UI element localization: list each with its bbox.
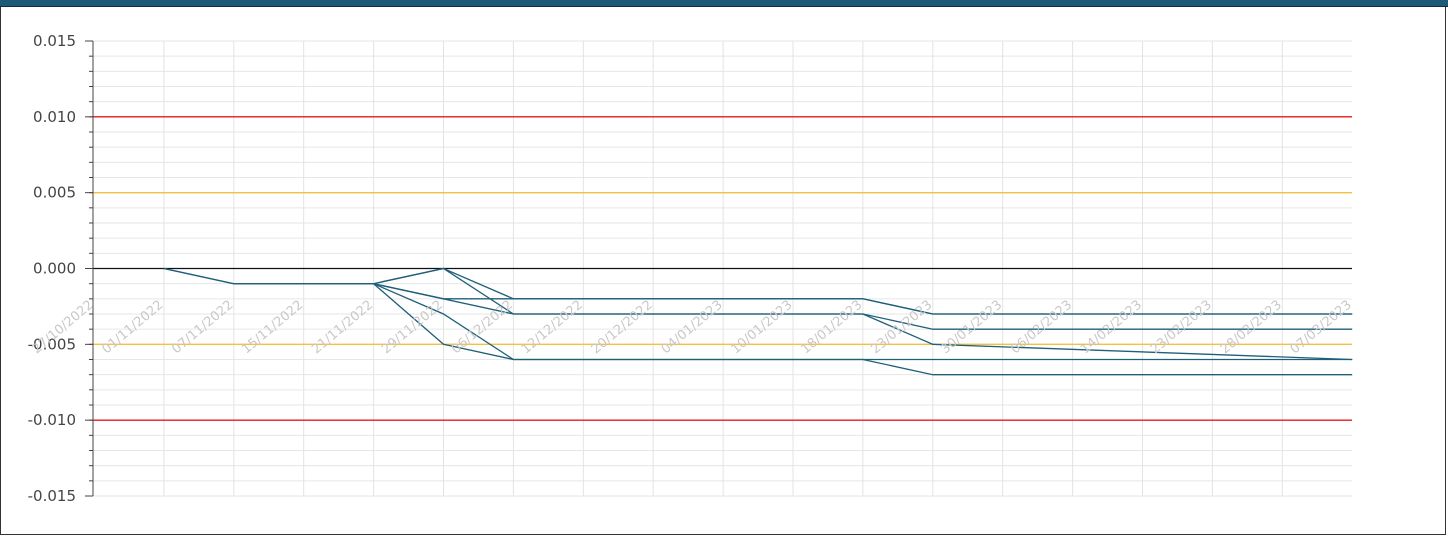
x-tick-label: 07/11/2022: [169, 298, 236, 358]
x-tick-label: 06/12/2022: [449, 298, 516, 358]
y-tick-label: -0.015: [28, 487, 76, 505]
x-tick-label: 15/11/2022: [239, 298, 306, 358]
y-tick-label: -0.010: [28, 411, 76, 429]
x-tick-label: 28/02/2023: [1218, 298, 1285, 358]
y-tick-label: 0.010: [33, 108, 76, 126]
x-tick-label: 12/12/2022: [519, 298, 586, 358]
x-tick-label: 29/11/2022: [379, 298, 446, 358]
x-tick-label: 18/01/2023: [798, 298, 865, 358]
x-tick-label: 21/11/2022: [309, 298, 376, 358]
x-tick-label: 23/02/2023: [1148, 298, 1215, 358]
x-tick-label: 01/11/2022: [99, 298, 166, 358]
series-line: [164, 269, 1352, 315]
x-tick-label: 07/03/2023: [1288, 298, 1355, 358]
x-tick-label: 14/02/2023: [1078, 298, 1145, 358]
x-tick-label: 30/01/2023: [938, 298, 1005, 358]
x-tick-label: 04/01/2023: [659, 298, 726, 358]
y-tick-label: 0.000: [33, 260, 76, 278]
y-tick-label: 0.005: [33, 184, 76, 202]
x-tick-label: 20/12/2022: [589, 298, 656, 358]
x-axis: 27/10/2022 01/11/2022 07/11/2022 15/11/2022…: [30, 298, 1355, 358]
y-tick-label: 0.015: [33, 32, 76, 50]
x-tick-label: 10/01/2023: [729, 298, 796, 358]
